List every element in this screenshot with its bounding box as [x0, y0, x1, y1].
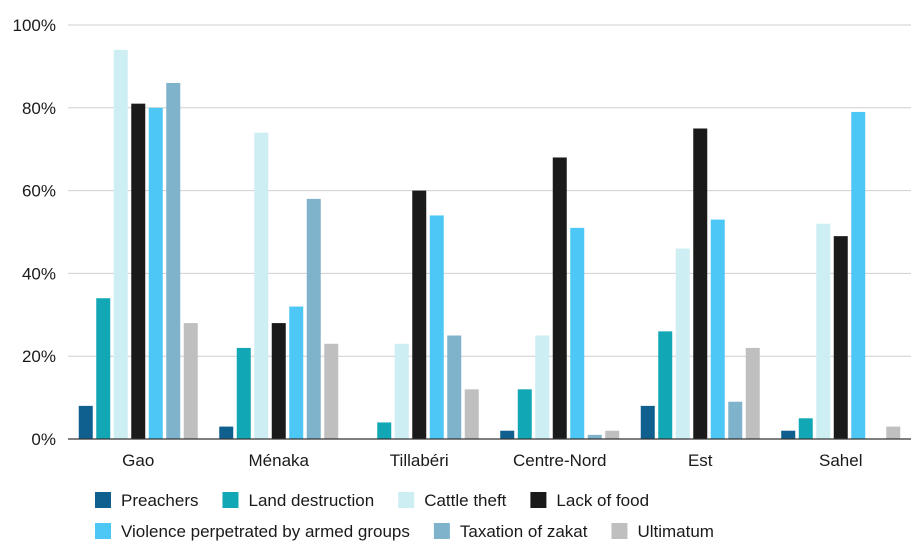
bar-lack-of-food-5 — [833, 236, 848, 439]
legend-label: Violence perpetrated by armed groups — [121, 522, 410, 541]
bars — [78, 49, 901, 440]
legend-swatch — [530, 492, 547, 508]
bar-cattle-theft-0 — [113, 49, 128, 440]
bar-preachers-5 — [781, 430, 796, 439]
bar-ultimatum-1 — [324, 343, 339, 439]
bar-preachers-0 — [78, 405, 93, 439]
gridlines — [68, 24, 911, 357]
bar-lack-of-food-2 — [412, 190, 427, 439]
bar-violence-perpetrated-by-armed-groups-0 — [148, 107, 163, 440]
bar-cattle-theft-3 — [535, 335, 550, 439]
x-tick-label: Est — [688, 451, 713, 470]
legend: Preachers Land destruction Cattle theft Lac… — [95, 491, 714, 541]
bar-ultimatum-4 — [745, 347, 760, 439]
y-tick-label: 40% — [22, 264, 56, 283]
bar-ultimatum-5 — [886, 426, 901, 439]
legend-swatch — [95, 523, 111, 539]
bar-land-destruction-3 — [517, 389, 532, 439]
bar-cattle-theft-1 — [254, 132, 269, 439]
x-tick-label: Sahel — [819, 451, 862, 470]
legend-label: Land destruction — [248, 491, 374, 510]
legend-label: Cattle theft — [424, 491, 506, 510]
x-axis: Gao Ménaka Tillabéri Centre-Nord Est Sahel — [68, 438, 911, 470]
bar-ultimatum-3 — [605, 430, 620, 439]
y-tick-label: 80% — [22, 99, 56, 118]
bar-land-destruction-4 — [658, 331, 673, 439]
y-tick-label: 100% — [13, 16, 56, 35]
bar-taxation-of-zakat-0 — [166, 82, 181, 440]
y-axis-ticks: 0% 20% 40% 60% 80% 100% — [13, 16, 56, 449]
bar-violence-perpetrated-by-armed-groups-3 — [570, 227, 585, 439]
bar-preachers-1 — [219, 426, 234, 439]
bar-cattle-theft-4 — [675, 248, 690, 439]
bar-taxation-of-zakat-3 — [587, 434, 602, 439]
bar-lack-of-food-3 — [552, 157, 567, 440]
bar-preachers-3 — [500, 430, 515, 439]
bar-land-destruction-1 — [236, 347, 251, 439]
bar-violence-perpetrated-by-armed-groups-5 — [851, 111, 866, 439]
bar-violence-perpetrated-by-armed-groups-1 — [289, 306, 304, 439]
bar-lack-of-food-4 — [693, 128, 708, 439]
bar-land-destruction-0 — [96, 298, 111, 439]
legend-swatch — [433, 523, 450, 539]
legend-label: Preachers — [121, 491, 198, 510]
y-tick-label: 60% — [22, 182, 56, 201]
legend-swatch — [398, 492, 415, 508]
bar-preachers-4 — [640, 405, 655, 439]
y-tick-label: 20% — [22, 347, 56, 366]
bar-ultimatum-2 — [464, 389, 479, 439]
bar-taxation-of-zakat-4 — [728, 401, 743, 439]
legend-swatch — [95, 492, 111, 508]
bar-ultimatum-0 — [183, 323, 198, 439]
bar-lack-of-food-0 — [131, 103, 146, 439]
bar-land-destruction-2 — [377, 422, 392, 439]
x-tick-label: Centre-Nord — [513, 451, 607, 470]
bar-cattle-theft-2 — [394, 343, 409, 439]
x-tick-label: Tillabéri — [390, 451, 449, 470]
legend-label: Lack of food — [556, 491, 649, 510]
legend-label: Taxation of zakat — [460, 522, 588, 541]
bar-taxation-of-zakat-2 — [447, 335, 462, 439]
legend-label: Ultimatum — [637, 522, 714, 541]
x-tick-label: Ménaka — [249, 451, 310, 470]
bar-taxation-of-zakat-1 — [306, 198, 321, 439]
legend-swatch — [222, 492, 239, 508]
bar-violence-perpetrated-by-armed-groups-2 — [429, 215, 444, 439]
legend-swatch — [611, 523, 628, 539]
bar-violence-perpetrated-by-armed-groups-4 — [710, 219, 725, 439]
bar-land-destruction-5 — [798, 418, 813, 439]
bar-lack-of-food-1 — [271, 323, 286, 439]
y-tick-label: 0% — [31, 430, 56, 449]
bar-cattle-theft-5 — [816, 223, 831, 439]
x-tick-label: Gao — [122, 451, 154, 470]
